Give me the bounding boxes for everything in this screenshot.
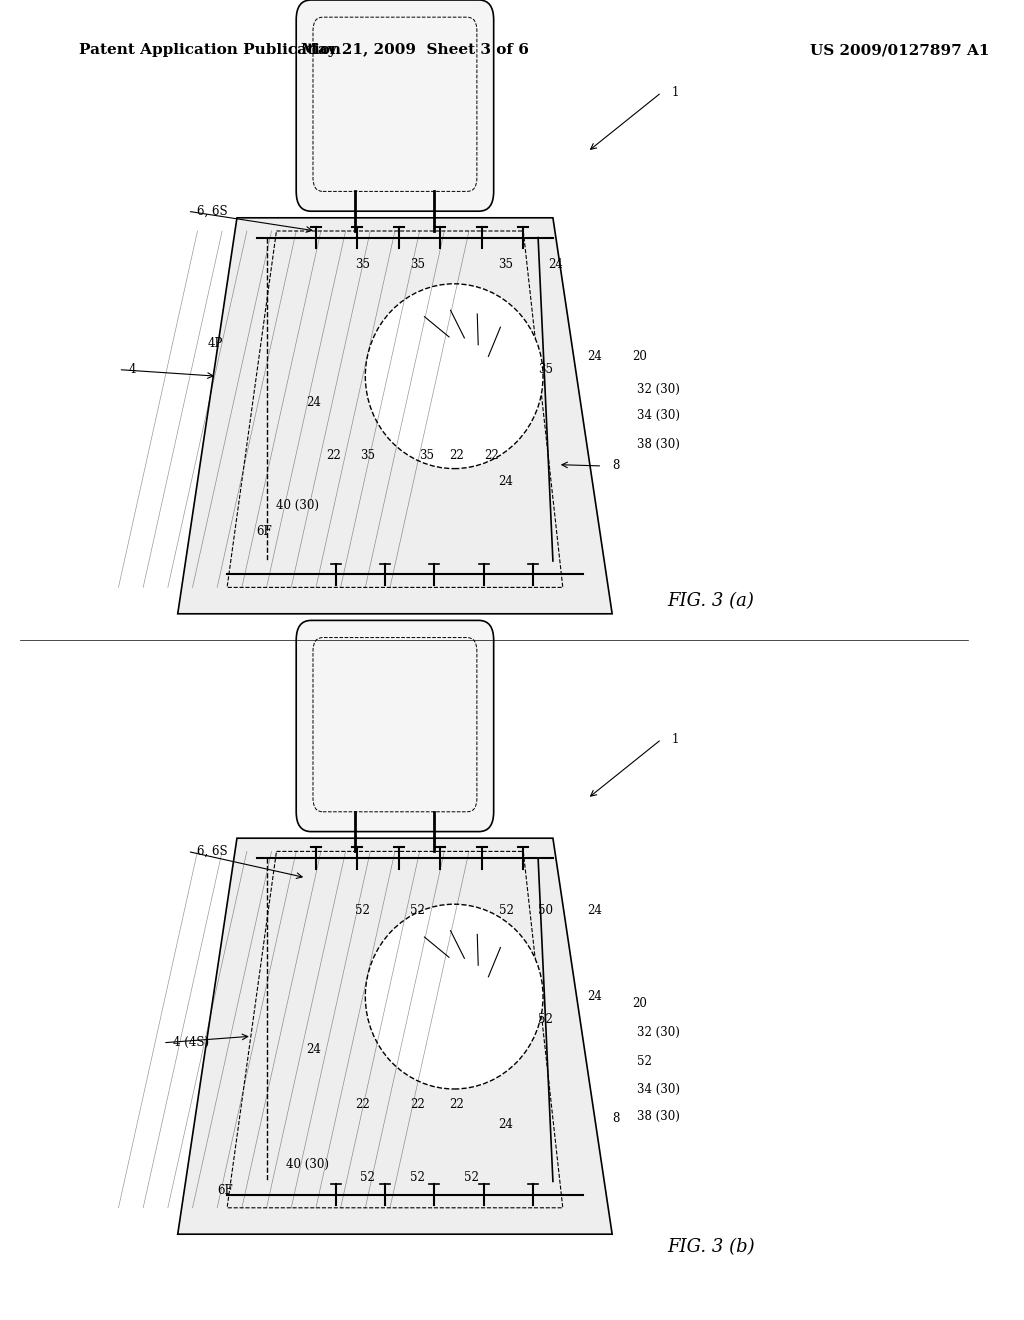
Text: US 2009/0127897 A1: US 2009/0127897 A1 <box>810 44 989 57</box>
Text: 34 (30): 34 (30) <box>637 409 680 422</box>
Text: 22: 22 <box>450 449 464 462</box>
Text: 22: 22 <box>355 1098 371 1111</box>
Text: 8: 8 <box>612 1111 620 1125</box>
FancyBboxPatch shape <box>296 620 494 832</box>
Text: Patent Application Publication: Patent Application Publication <box>79 44 341 57</box>
Text: 22: 22 <box>483 449 499 462</box>
Text: 24: 24 <box>306 396 321 409</box>
Text: 35: 35 <box>499 257 514 271</box>
Text: 35: 35 <box>360 449 376 462</box>
Text: 52: 52 <box>410 1171 425 1184</box>
Text: 40 (30): 40 (30) <box>276 499 319 512</box>
Text: 24: 24 <box>588 350 602 363</box>
Text: 1: 1 <box>672 86 679 99</box>
Text: 20: 20 <box>632 350 647 363</box>
Text: FIG. 3 (b): FIG. 3 (b) <box>667 1238 755 1257</box>
Text: 24: 24 <box>548 257 563 271</box>
Text: 22: 22 <box>410 1098 425 1111</box>
Text: 35: 35 <box>410 257 425 271</box>
Text: 24: 24 <box>588 904 602 917</box>
Text: 24: 24 <box>499 475 513 488</box>
Text: 6F: 6F <box>257 525 272 539</box>
Text: 52: 52 <box>637 1055 651 1068</box>
Text: 6, 6S: 6, 6S <box>198 205 228 218</box>
Text: 35: 35 <box>420 449 434 462</box>
Text: 52: 52 <box>538 1012 553 1026</box>
Text: 24: 24 <box>306 1043 321 1056</box>
Text: 52: 52 <box>355 904 371 917</box>
Text: 52: 52 <box>410 904 425 917</box>
Text: 24: 24 <box>499 1118 513 1131</box>
Text: 34 (30): 34 (30) <box>637 1082 680 1096</box>
Polygon shape <box>178 838 612 1234</box>
Text: 52: 52 <box>360 1171 375 1184</box>
Text: 50: 50 <box>538 904 553 917</box>
Text: 4 (4S): 4 (4S) <box>173 1036 209 1049</box>
Text: 38 (30): 38 (30) <box>637 1110 680 1123</box>
Text: 40 (30): 40 (30) <box>287 1158 330 1171</box>
Ellipse shape <box>366 284 543 469</box>
FancyBboxPatch shape <box>296 0 494 211</box>
Text: 35: 35 <box>355 257 371 271</box>
Text: 52: 52 <box>499 904 513 917</box>
Text: 6, 6S: 6, 6S <box>198 845 228 858</box>
Text: May 21, 2009  Sheet 3 of 6: May 21, 2009 Sheet 3 of 6 <box>301 44 528 57</box>
Text: FIG. 3 (a): FIG. 3 (a) <box>668 591 755 610</box>
Text: 24: 24 <box>588 990 602 1003</box>
Text: 32 (30): 32 (30) <box>637 1026 680 1039</box>
Text: 52: 52 <box>464 1171 479 1184</box>
Text: 38 (30): 38 (30) <box>637 438 680 451</box>
Text: 1: 1 <box>672 733 679 746</box>
Text: 4: 4 <box>128 363 136 376</box>
Text: 8: 8 <box>612 459 620 473</box>
Text: 22: 22 <box>450 1098 464 1111</box>
Text: 35: 35 <box>538 363 553 376</box>
Ellipse shape <box>366 904 543 1089</box>
Text: 4P: 4P <box>207 337 222 350</box>
Polygon shape <box>178 218 612 614</box>
Text: 22: 22 <box>326 449 341 462</box>
Text: 32 (30): 32 (30) <box>637 383 680 396</box>
Text: 6F: 6F <box>217 1184 233 1197</box>
Text: 20: 20 <box>632 997 647 1010</box>
